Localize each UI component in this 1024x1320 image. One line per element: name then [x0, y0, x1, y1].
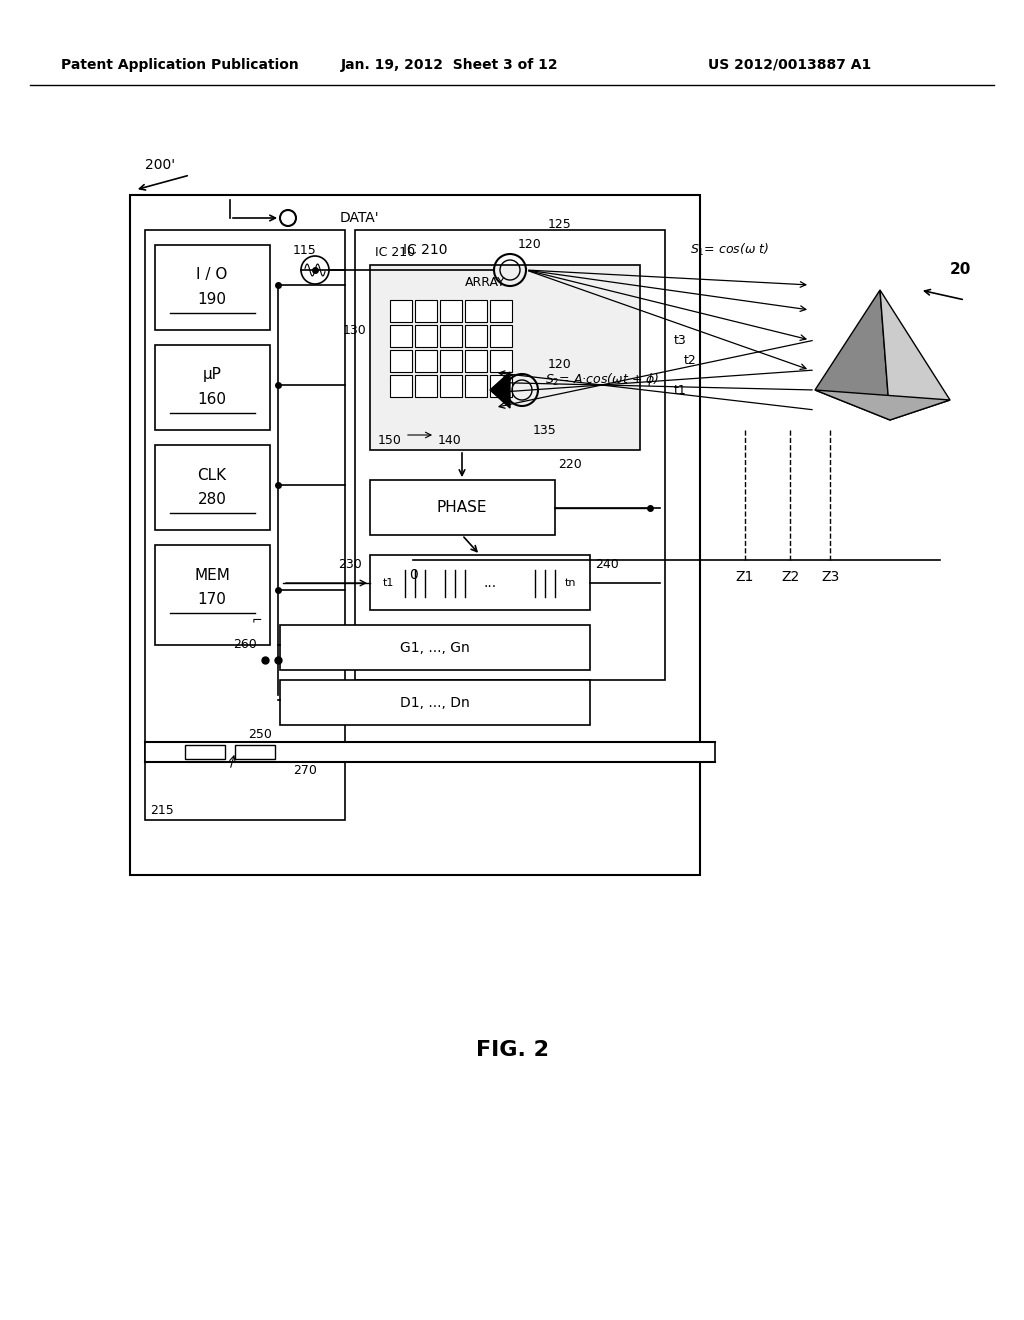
Polygon shape — [490, 372, 510, 408]
Text: IC 210: IC 210 — [375, 246, 415, 259]
Text: 135: 135 — [534, 424, 557, 437]
Bar — [130, 195, 700, 875]
Bar — [465, 300, 487, 322]
Text: 120: 120 — [518, 239, 542, 252]
Text: 125: 125 — [548, 219, 571, 231]
Text: 250: 250 — [248, 729, 272, 742]
Bar — [415, 375, 437, 397]
Bar — [415, 350, 437, 372]
Bar — [155, 246, 270, 330]
Text: 230: 230 — [338, 558, 361, 572]
Text: t2: t2 — [684, 354, 696, 367]
Bar — [415, 300, 437, 322]
Text: 270: 270 — [293, 763, 317, 776]
Text: t1: t1 — [674, 384, 686, 396]
Bar — [415, 325, 437, 347]
Bar — [490, 325, 512, 347]
Bar — [370, 554, 590, 610]
Text: 140: 140 — [438, 433, 462, 446]
Text: D1, ..., Dn: D1, ..., Dn — [400, 696, 470, 710]
Bar — [155, 445, 270, 531]
Text: G1, ..., Gn: G1, ..., Gn — [400, 642, 470, 655]
Bar — [280, 680, 590, 725]
Text: 190: 190 — [198, 293, 226, 308]
Polygon shape — [815, 389, 950, 420]
Text: t1: t1 — [382, 578, 393, 587]
Text: 260: 260 — [233, 639, 257, 652]
Bar — [390, 300, 412, 322]
Text: 130: 130 — [343, 323, 367, 337]
Bar — [390, 325, 412, 347]
Bar — [155, 545, 270, 645]
Bar — [440, 325, 462, 347]
Bar — [490, 350, 512, 372]
Text: Z3: Z3 — [821, 570, 839, 583]
Bar — [390, 350, 412, 372]
Text: 240: 240 — [595, 558, 618, 572]
Text: PHASE: PHASE — [437, 500, 487, 516]
Bar — [234, 744, 275, 759]
Text: $S_1$= cos($\omega$ t): $S_1$= cos($\omega$ t) — [690, 242, 769, 257]
Bar — [490, 375, 512, 397]
Bar — [355, 230, 665, 680]
Text: 280: 280 — [198, 492, 226, 507]
Text: ...: ... — [483, 576, 497, 590]
Bar — [465, 350, 487, 372]
Bar — [465, 375, 487, 397]
Bar — [440, 350, 462, 372]
Text: t3: t3 — [674, 334, 686, 346]
Text: 160: 160 — [198, 392, 226, 408]
Text: 120: 120 — [548, 359, 571, 371]
Text: 150: 150 — [378, 433, 402, 446]
Text: 200': 200' — [145, 158, 175, 172]
Bar — [440, 375, 462, 397]
Text: MEM: MEM — [195, 568, 230, 582]
Bar — [370, 265, 640, 450]
Text: IC 210: IC 210 — [402, 243, 447, 257]
Polygon shape — [815, 290, 890, 420]
Text: 115: 115 — [293, 243, 316, 256]
Bar — [145, 742, 715, 762]
Text: CLK: CLK — [198, 467, 226, 483]
Text: tn: tn — [564, 578, 575, 587]
Text: ⌐: ⌐ — [252, 614, 262, 627]
Text: 170: 170 — [198, 593, 226, 607]
Polygon shape — [880, 290, 950, 420]
Text: Z2: Z2 — [781, 570, 799, 583]
Text: Z1: Z1 — [736, 570, 755, 583]
Text: $S_2$= A·cos($\omega$t + $\phi$): $S_2$= A·cos($\omega$t + $\phi$) — [545, 371, 659, 388]
Bar — [280, 624, 590, 671]
Text: DATA': DATA' — [340, 211, 380, 224]
Bar — [390, 375, 412, 397]
Bar — [465, 325, 487, 347]
Text: 220: 220 — [558, 458, 582, 471]
Text: 215: 215 — [150, 804, 174, 817]
Text: Jan. 19, 2012  Sheet 3 of 12: Jan. 19, 2012 Sheet 3 of 12 — [341, 58, 559, 73]
Text: FIG. 2: FIG. 2 — [475, 1040, 549, 1060]
Text: US 2012/0013887 A1: US 2012/0013887 A1 — [709, 58, 871, 73]
Text: ARRAY: ARRAY — [465, 276, 505, 289]
Bar — [145, 230, 345, 820]
Bar — [440, 300, 462, 322]
Text: Patent Application Publication: Patent Application Publication — [61, 58, 299, 73]
Text: I / O: I / O — [197, 268, 227, 282]
Bar — [490, 300, 512, 322]
Text: 20: 20 — [949, 263, 971, 277]
Bar — [155, 345, 270, 430]
Bar — [185, 744, 225, 759]
Text: μP: μP — [203, 367, 221, 383]
Bar — [370, 480, 555, 535]
Text: 0: 0 — [409, 568, 418, 582]
